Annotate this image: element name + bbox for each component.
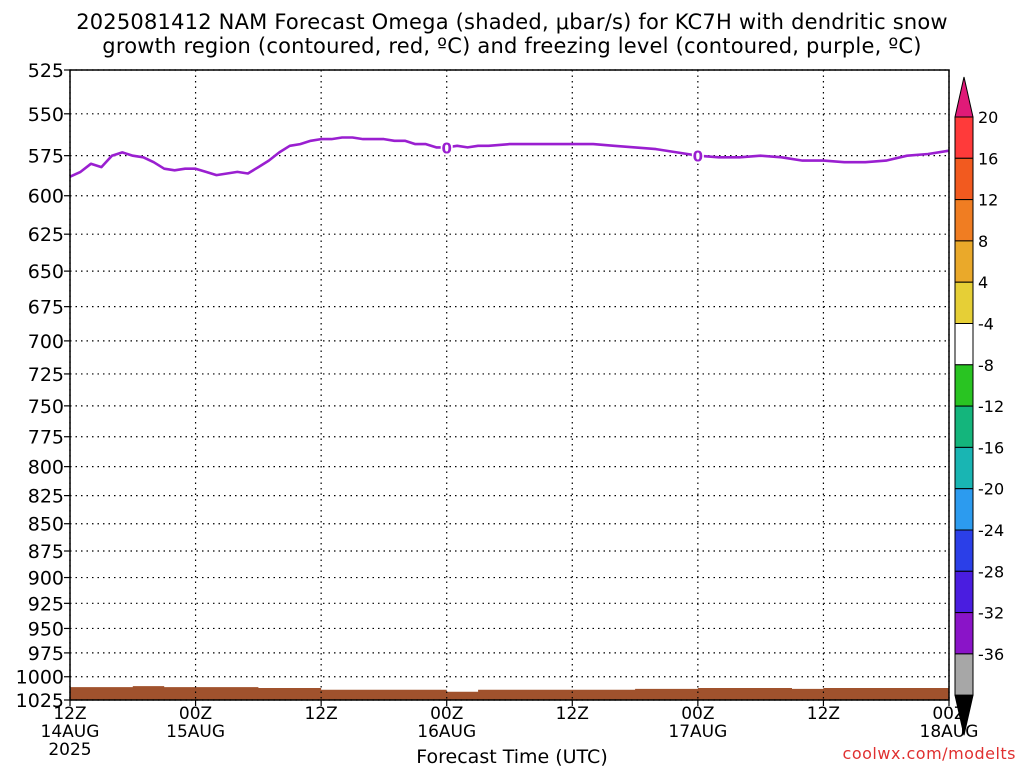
y-tick-label: 675 bbox=[28, 297, 64, 319]
contour-label-bg bbox=[440, 138, 453, 156]
colorbar-label: -28 bbox=[978, 562, 1004, 581]
plot-area bbox=[70, 70, 949, 700]
colorbar-swatch bbox=[954, 157, 974, 201]
x-tick-label: 00Z bbox=[932, 704, 965, 724]
x-tick-label: 12Z bbox=[556, 704, 589, 724]
y-tick-label: 975 bbox=[28, 643, 64, 665]
x-axis-title: Forecast Time (UTC) bbox=[416, 746, 608, 768]
colorbar-swatch bbox=[954, 116, 974, 159]
source-credit: coolwx.com/modelts bbox=[842, 744, 1016, 763]
x-tick-label: 12Z bbox=[305, 704, 338, 724]
x-tick-label: 16AUG bbox=[417, 722, 476, 742]
x-tick-label: 17AUG bbox=[668, 722, 727, 742]
y-tick-label: 575 bbox=[28, 146, 64, 168]
y-tick-label: 875 bbox=[28, 541, 64, 563]
contour-label: 0 bbox=[693, 148, 703, 166]
colorbar-swatch bbox=[954, 323, 974, 366]
y-tick-label: 900 bbox=[28, 568, 64, 590]
y-tick-label: 800 bbox=[28, 457, 64, 479]
freezing-level-line bbox=[69, 136, 950, 178]
colorbar-swatch bbox=[954, 364, 974, 407]
colorbar-label: -36 bbox=[978, 645, 1004, 664]
y-tick-label: 1000 bbox=[16, 667, 64, 689]
colorbar-label: -8 bbox=[978, 356, 994, 375]
x-tick-label: 12Z bbox=[53, 704, 86, 724]
y-tick-label: 525 bbox=[28, 60, 64, 82]
colorbar-label: -20 bbox=[978, 480, 1004, 499]
colorbar-label: 20 bbox=[978, 108, 998, 127]
colorbar-swatch bbox=[954, 612, 974, 655]
chart-title-line-2: growth region (contoured, red, ºC) and f… bbox=[102, 34, 922, 58]
y-tick-label: 625 bbox=[28, 224, 64, 246]
colorbar-label: 12 bbox=[978, 191, 998, 210]
plot-frame bbox=[69, 69, 950, 701]
colorbar-swatch bbox=[954, 281, 974, 325]
colorbar-swatch bbox=[954, 653, 974, 696]
colorbar-label: -12 bbox=[978, 397, 1004, 416]
x-tick-label: 2025 bbox=[48, 740, 91, 760]
y-tick-label: 850 bbox=[28, 514, 64, 536]
chart-title-line-1: 2025081412 NAM Forecast Omega (shaded, μ… bbox=[76, 10, 948, 34]
colorbar-label: 16 bbox=[978, 149, 998, 168]
y-tick-label: 700 bbox=[28, 331, 64, 353]
colorbar-label: 8 bbox=[978, 232, 988, 251]
colorbar-label: 4 bbox=[978, 273, 988, 292]
colorbar-swatch bbox=[954, 199, 974, 242]
contour-label: 0 bbox=[441, 139, 451, 157]
x-tick-label: 14AUG bbox=[41, 722, 100, 742]
y-tick-label: 950 bbox=[28, 618, 64, 640]
y-tick-label: 750 bbox=[28, 396, 64, 418]
colorbar-label: -32 bbox=[978, 604, 1004, 623]
colorbar-swatch bbox=[954, 446, 974, 490]
colorbar-label: -16 bbox=[978, 438, 1004, 457]
y-tick-label: 925 bbox=[28, 593, 64, 615]
y-tick-label: 725 bbox=[28, 364, 64, 386]
colorbar-bottom-arrow bbox=[954, 694, 974, 736]
y-tick-label: 650 bbox=[28, 261, 64, 283]
x-tick-label: 00Z bbox=[681, 704, 714, 724]
colorbar-swatch bbox=[954, 488, 974, 531]
x-tick-label: 12Z bbox=[807, 704, 840, 724]
colorbar-swatch bbox=[954, 405, 974, 448]
x-tick-label: 15AUG bbox=[166, 722, 225, 742]
x-tick-label: 00Z bbox=[179, 704, 212, 724]
x-tick-label: 00Z bbox=[430, 704, 463, 724]
contour-label-bg bbox=[691, 146, 704, 164]
y-tick-label: 600 bbox=[28, 186, 64, 208]
colorbar-swatch bbox=[954, 240, 974, 283]
x-tick-label: 18AUG bbox=[920, 722, 979, 742]
colorbar-label: -4 bbox=[978, 315, 994, 334]
colorbar-swatch bbox=[954, 529, 974, 572]
colorbar-top-arrow bbox=[954, 76, 974, 118]
y-tick-label: 550 bbox=[28, 104, 64, 126]
y-tick-label: 775 bbox=[28, 427, 64, 449]
y-tick-label: 825 bbox=[28, 486, 64, 508]
terrain-area bbox=[70, 686, 949, 700]
colorbar-swatch bbox=[954, 570, 974, 614]
colorbar-label: -24 bbox=[978, 521, 1004, 540]
y-tick-label: 1025 bbox=[16, 690, 64, 712]
